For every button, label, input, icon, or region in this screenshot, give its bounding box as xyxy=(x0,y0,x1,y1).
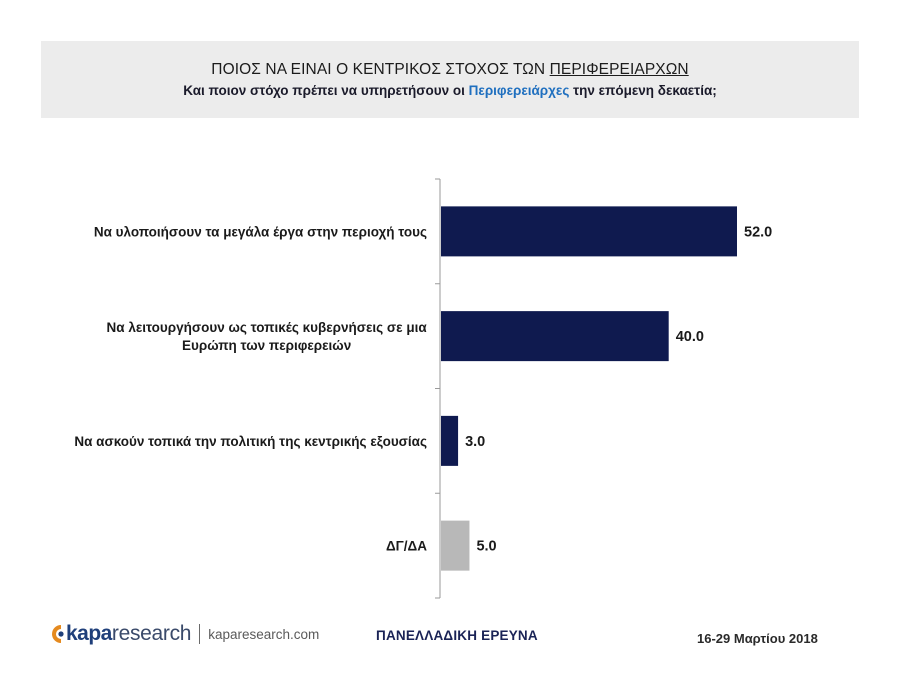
logo-separator xyxy=(199,624,201,644)
data-label: 5.0 xyxy=(476,539,496,555)
bar xyxy=(441,520,470,571)
survey-date: 16-29 Μαρτίου 2018 xyxy=(697,631,818,646)
kapa-research-logo: kapa research kaparesearch.com xyxy=(50,622,319,646)
bar xyxy=(441,415,459,466)
title-underlined-word: ΠΕΡΙΦΕΡΕΙΑΡΧΩΝ xyxy=(549,61,689,78)
chart-title: ΠΟΙΟΣ ΝΑ ΕΙΝΑΙ Ο ΚΕΝΤΡΙΚΟΣ ΣΤΟΧΟΣ ΤΩΝ ΠΕ… xyxy=(211,61,689,78)
data-label: 40.0 xyxy=(676,329,704,345)
website-text: kaparesearch.com xyxy=(208,626,320,642)
logo-kapa-text: kapa xyxy=(66,622,112,645)
logo-research-text: research xyxy=(111,622,192,645)
category-label: ΔΓ/ΔΑ xyxy=(386,539,427,554)
bar xyxy=(441,311,669,362)
category-label: Να λειτουργήσουν ως τοπικές κυβερνήσεις … xyxy=(107,320,428,353)
subtitle-highlight: Περιφερειάρχες xyxy=(468,83,570,98)
data-label: 3.0 xyxy=(465,434,485,450)
header-band: ΠΟΙΟΣ ΝΑ ΕΙΝΑΙ Ο ΚΕΝΤΡΙΚΟΣ ΣΤΟΧΟΣ ΤΩΝ ΠΕ… xyxy=(41,41,859,118)
logo-mark-icon xyxy=(52,625,64,643)
survey-label: ΠΑΝΕΛΛΑΔΙΚΗ ΕΡΕΥΝΑ xyxy=(376,628,538,643)
category-label: Να ασκούν τοπικά την πολιτική της κεντρι… xyxy=(74,434,427,449)
chart-subtitle: Και ποιον στόχο πρέπει να υπηρετήσουν οι… xyxy=(183,83,717,98)
category-label: Να υλοποιήσουν τα μεγάλα έργα στην περιο… xyxy=(94,224,427,239)
data-label: 52.0 xyxy=(744,224,772,240)
bar xyxy=(441,206,737,257)
